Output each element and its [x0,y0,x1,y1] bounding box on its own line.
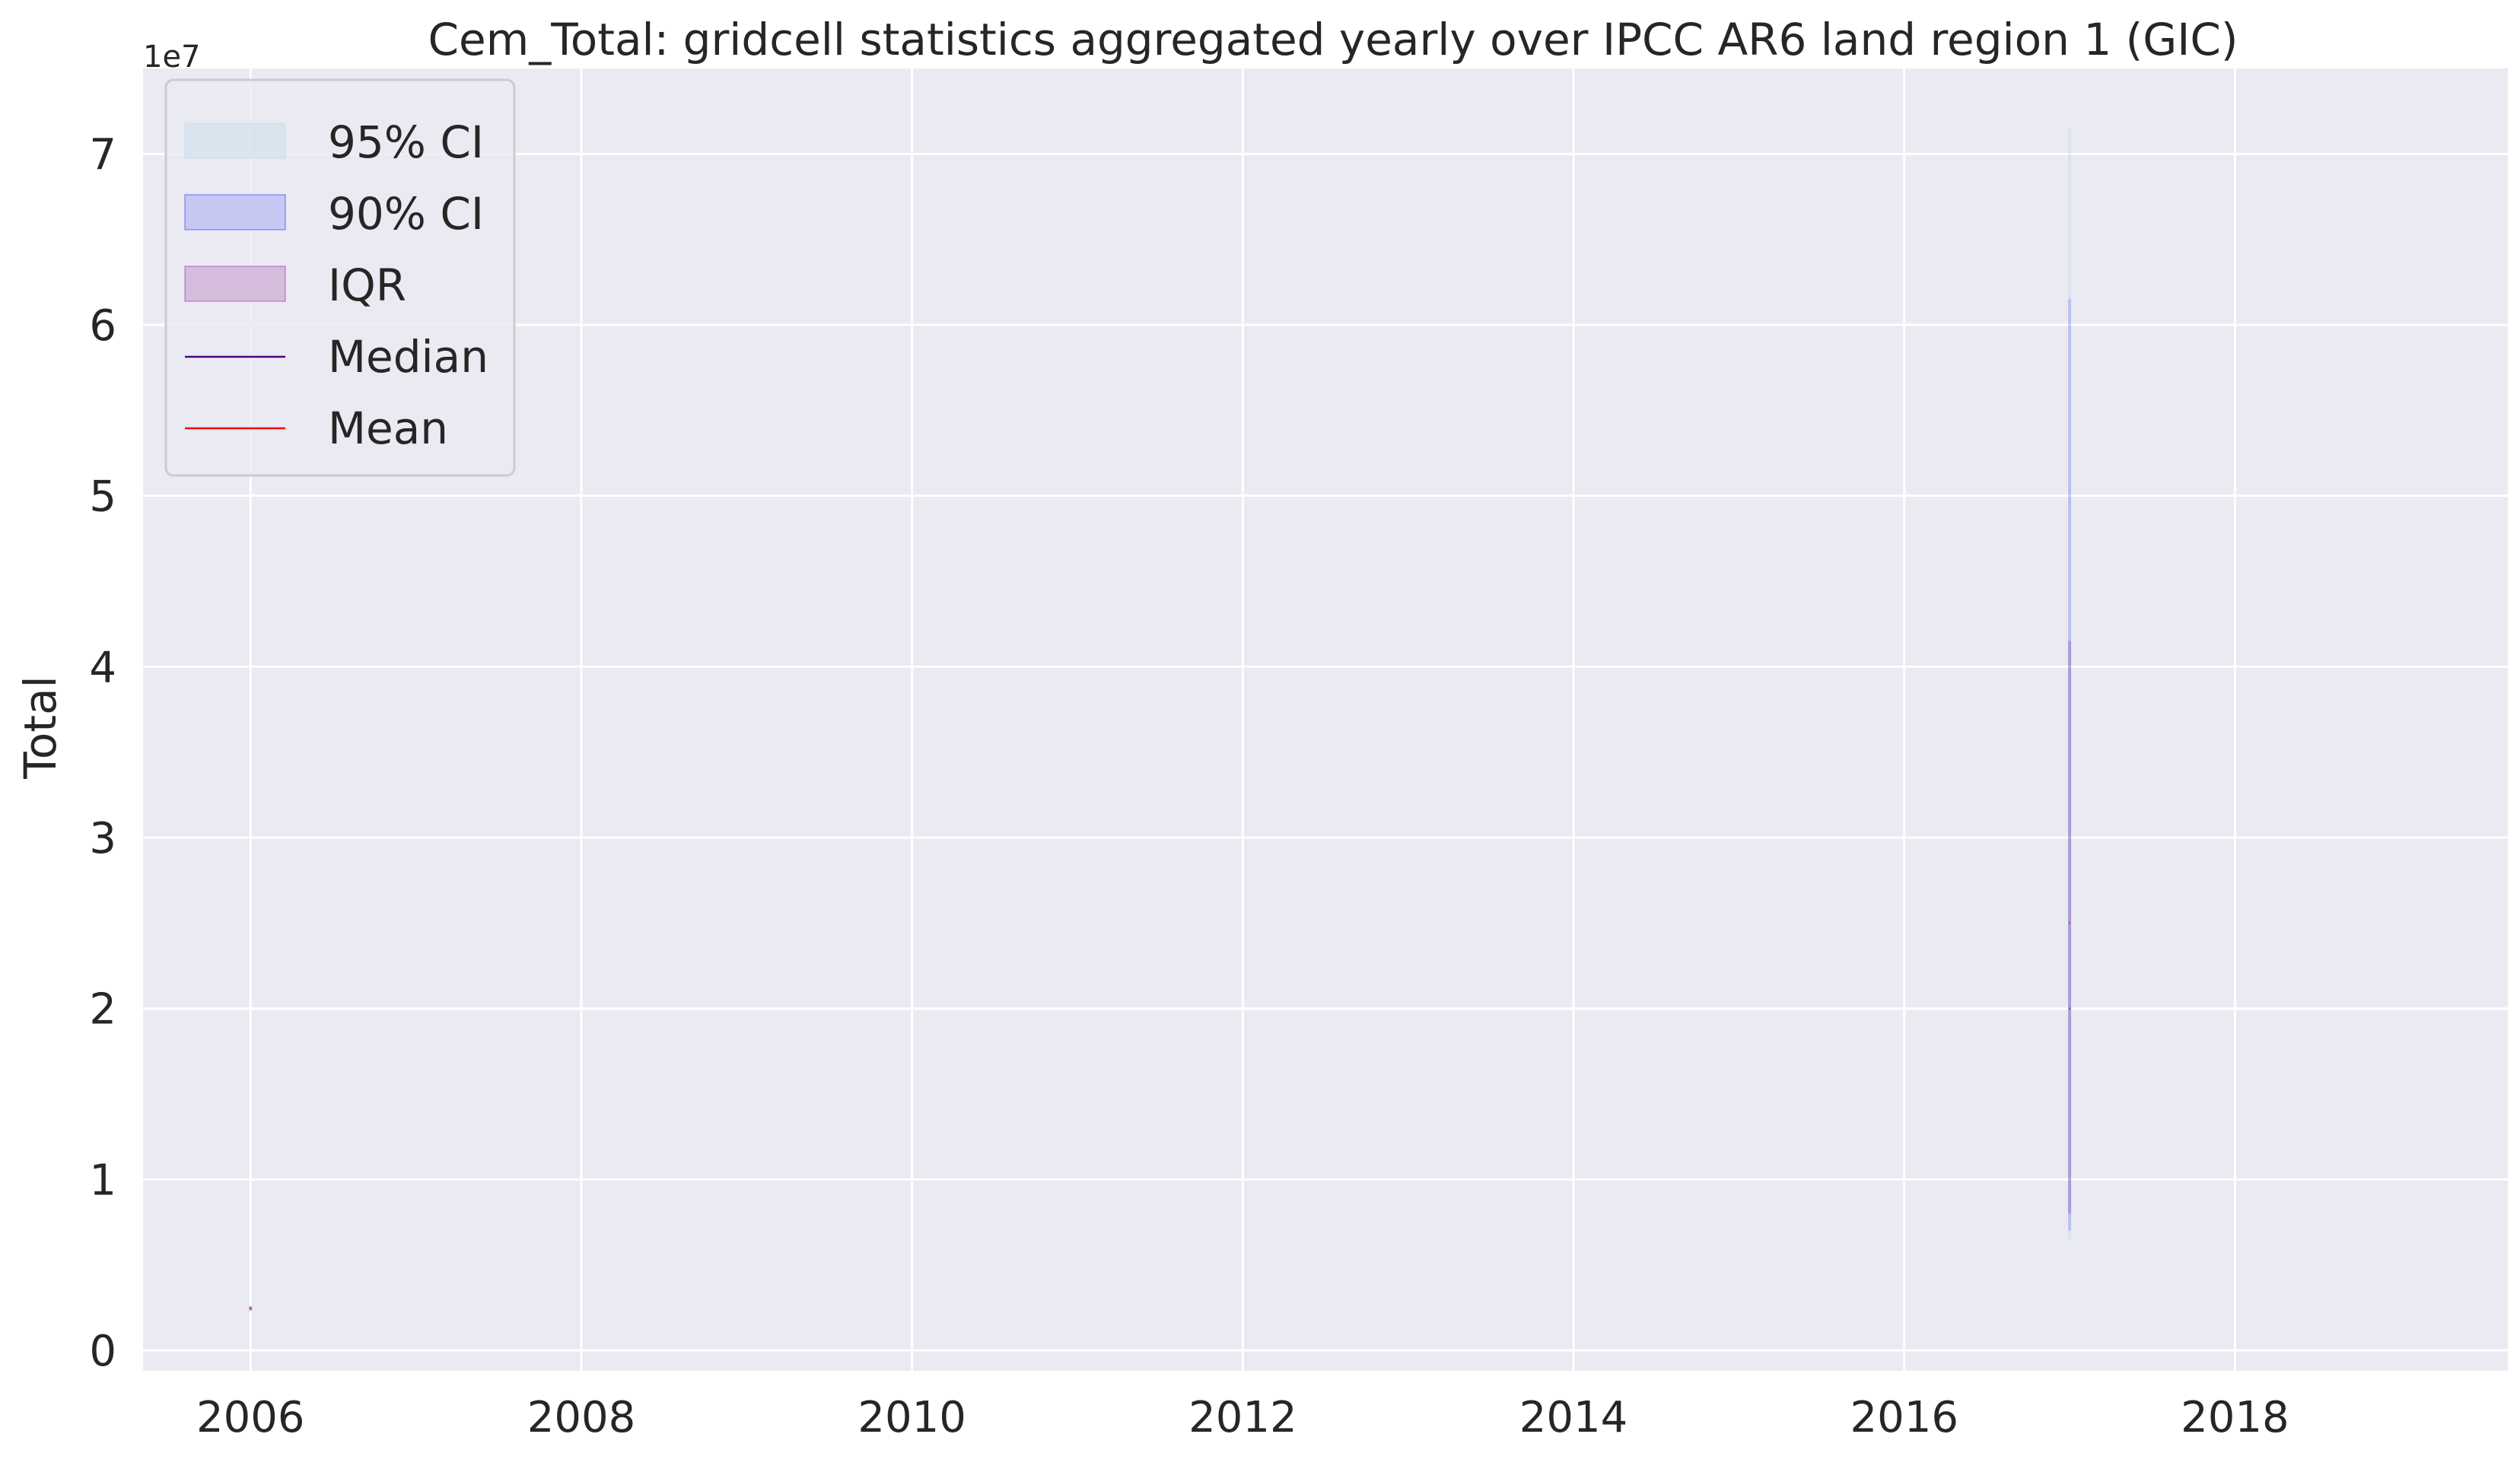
mean-point [2068,922,2071,924]
median-point [2068,1007,2071,1010]
x-tick-label: 2006 [196,1393,305,1442]
legend-frame [164,78,516,477]
x-tick-label: 2018 [2181,1393,2289,1442]
y-tick-label: 3 [89,814,116,863]
legend-swatch-95-ci [184,122,286,159]
y-axis: 0 1 2 3 4 5 6 7 [89,130,116,1376]
legend-label: Mean [328,402,448,454]
series-layer [249,128,2072,1312]
legend-label: IQR [328,259,406,311]
mean-point [250,1307,252,1310]
plot-background [143,68,2508,1371]
legend-label: 95% CI [328,116,484,168]
y-axis-label: Total [14,676,66,779]
y-tick-label: 4 [89,643,116,692]
y-tick-label: 5 [89,472,116,522]
y-axis-offset-label: 1e7 [143,40,201,75]
y-tick-label: 6 [89,301,116,351]
band-mark-iqr [2068,641,2072,1214]
y-tick-label: 2 [89,985,116,1035]
legend: 95% CI 90% CI IQR Median Mean [164,78,516,477]
y-tick-label: 1 [89,1156,116,1205]
chart-title: Cem_Total: gridcell statistics aggregate… [428,14,2238,65]
y-tick-label: 7 [89,130,116,180]
band-mark-90-ci [2068,299,2072,1231]
x-tick-label: 2016 [1850,1393,1958,1442]
grid-lines [143,68,2508,1371]
legend-swatch-iqr [184,266,286,302]
legend-label: 90% CI [328,188,484,240]
x-tick-label: 2010 [858,1393,966,1442]
x-tick-label: 2008 [527,1393,636,1442]
x-tick-label: 2012 [1188,1393,1297,1442]
legend-label: Median [328,331,488,383]
y-tick-label: 0 [89,1327,116,1376]
x-tick-label: 2014 [1519,1393,1628,1442]
legend-swatch-90-ci [184,194,286,231]
band-mark-95-ci [2068,128,2072,1240]
x-axis: 2006 2008 2010 2012 2014 2016 2018 [196,1393,2289,1442]
